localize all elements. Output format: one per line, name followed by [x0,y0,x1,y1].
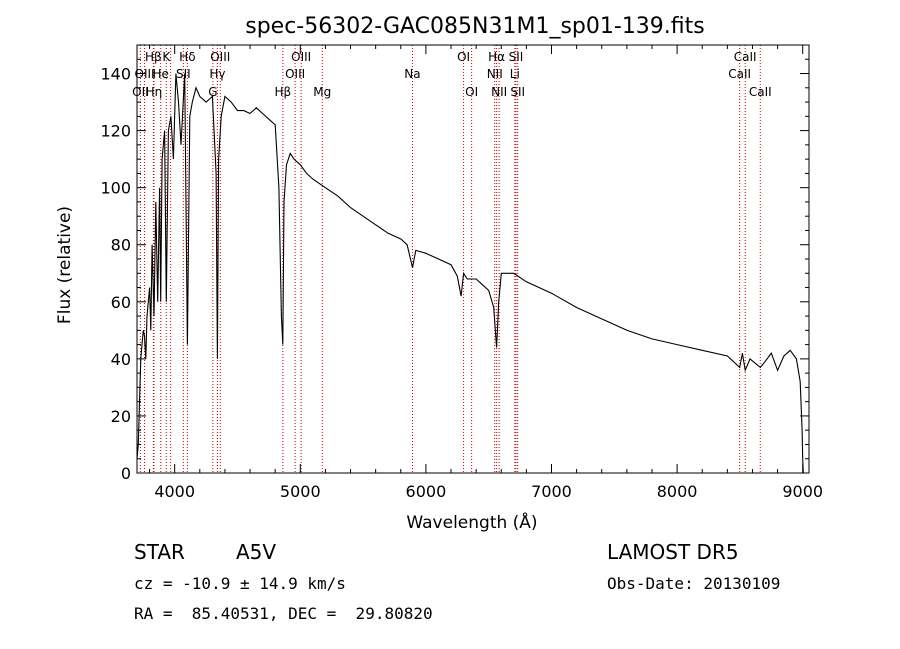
x-tick-label: 7000 [531,482,572,501]
spectral-subclass: A5V [236,540,277,564]
line-label: OI [457,50,470,64]
line-label: OIII [285,67,305,81]
x-axis: 4000 5000 6000 7000 8000 9000 [149,45,823,501]
survey-name: LAMOST DR5 [607,540,739,564]
line-label: Hη [146,85,163,99]
line-label: OII [132,85,149,99]
y-axis-label: Flux (relative) [55,206,75,324]
y-tick-label: 20 [111,407,131,426]
line-label: SII [510,85,525,99]
y-tick-label: 120 [100,122,131,141]
chart-title: spec-56302-GAC085N31M1_sp01-139.fits [245,14,705,39]
line-label: NII [487,67,503,81]
y-tick-label: 80 [111,236,131,255]
line-label: SII [509,50,524,64]
line-label: SII [176,67,191,81]
y-tick-label: 40 [111,350,131,369]
x-tick-label: 8000 [657,482,698,501]
line-label: Hβ [274,85,291,99]
y-tick-label: 0 [121,464,131,483]
y-tick-label: 60 [111,293,131,312]
line-label: CaII [734,50,757,64]
redshift-text: cz = -10.9 ± 14.9 km/s [134,574,346,593]
plot-frame [136,44,810,474]
line-label: CaII [728,67,751,81]
x-tick-label: 9000 [782,482,823,501]
line-label: Hα [488,50,505,64]
line-label: Hδ [179,50,195,64]
line-label: Li [510,67,520,81]
x-tick-label: 5000 [280,482,321,501]
line-label: G [208,85,217,99]
x-tick-label: 6000 [406,482,447,501]
spectral-line-markers [139,45,761,473]
observation-date: Obs-Date: 20130109 [607,574,781,593]
line-label: Na [404,67,420,81]
line-label: Mg [313,85,331,99]
y-axis: 0 20 40 60 80 100 120 140 [100,58,809,483]
line-label: CaII [749,85,772,99]
coordinates: RA = 85.40531, DEC = 29.80820 [134,604,433,623]
x-tick-label: 4000 [154,482,195,501]
y-tick-label: 140 [100,65,131,84]
line-label: K [162,50,171,64]
line-label: OIII [291,50,311,64]
line-label: NII [491,85,507,99]
object-class: STAR [134,540,185,564]
line-label: Hγ [209,67,225,81]
y-tick-label: 100 [100,179,131,198]
spectrum-line [136,73,804,474]
line-label: OI [465,85,478,99]
x-axis-label: Wavelength (Å) [406,511,537,533]
line-label: He [153,67,169,81]
line-label: OIII [210,50,230,64]
line-label: Hβ [145,50,162,64]
